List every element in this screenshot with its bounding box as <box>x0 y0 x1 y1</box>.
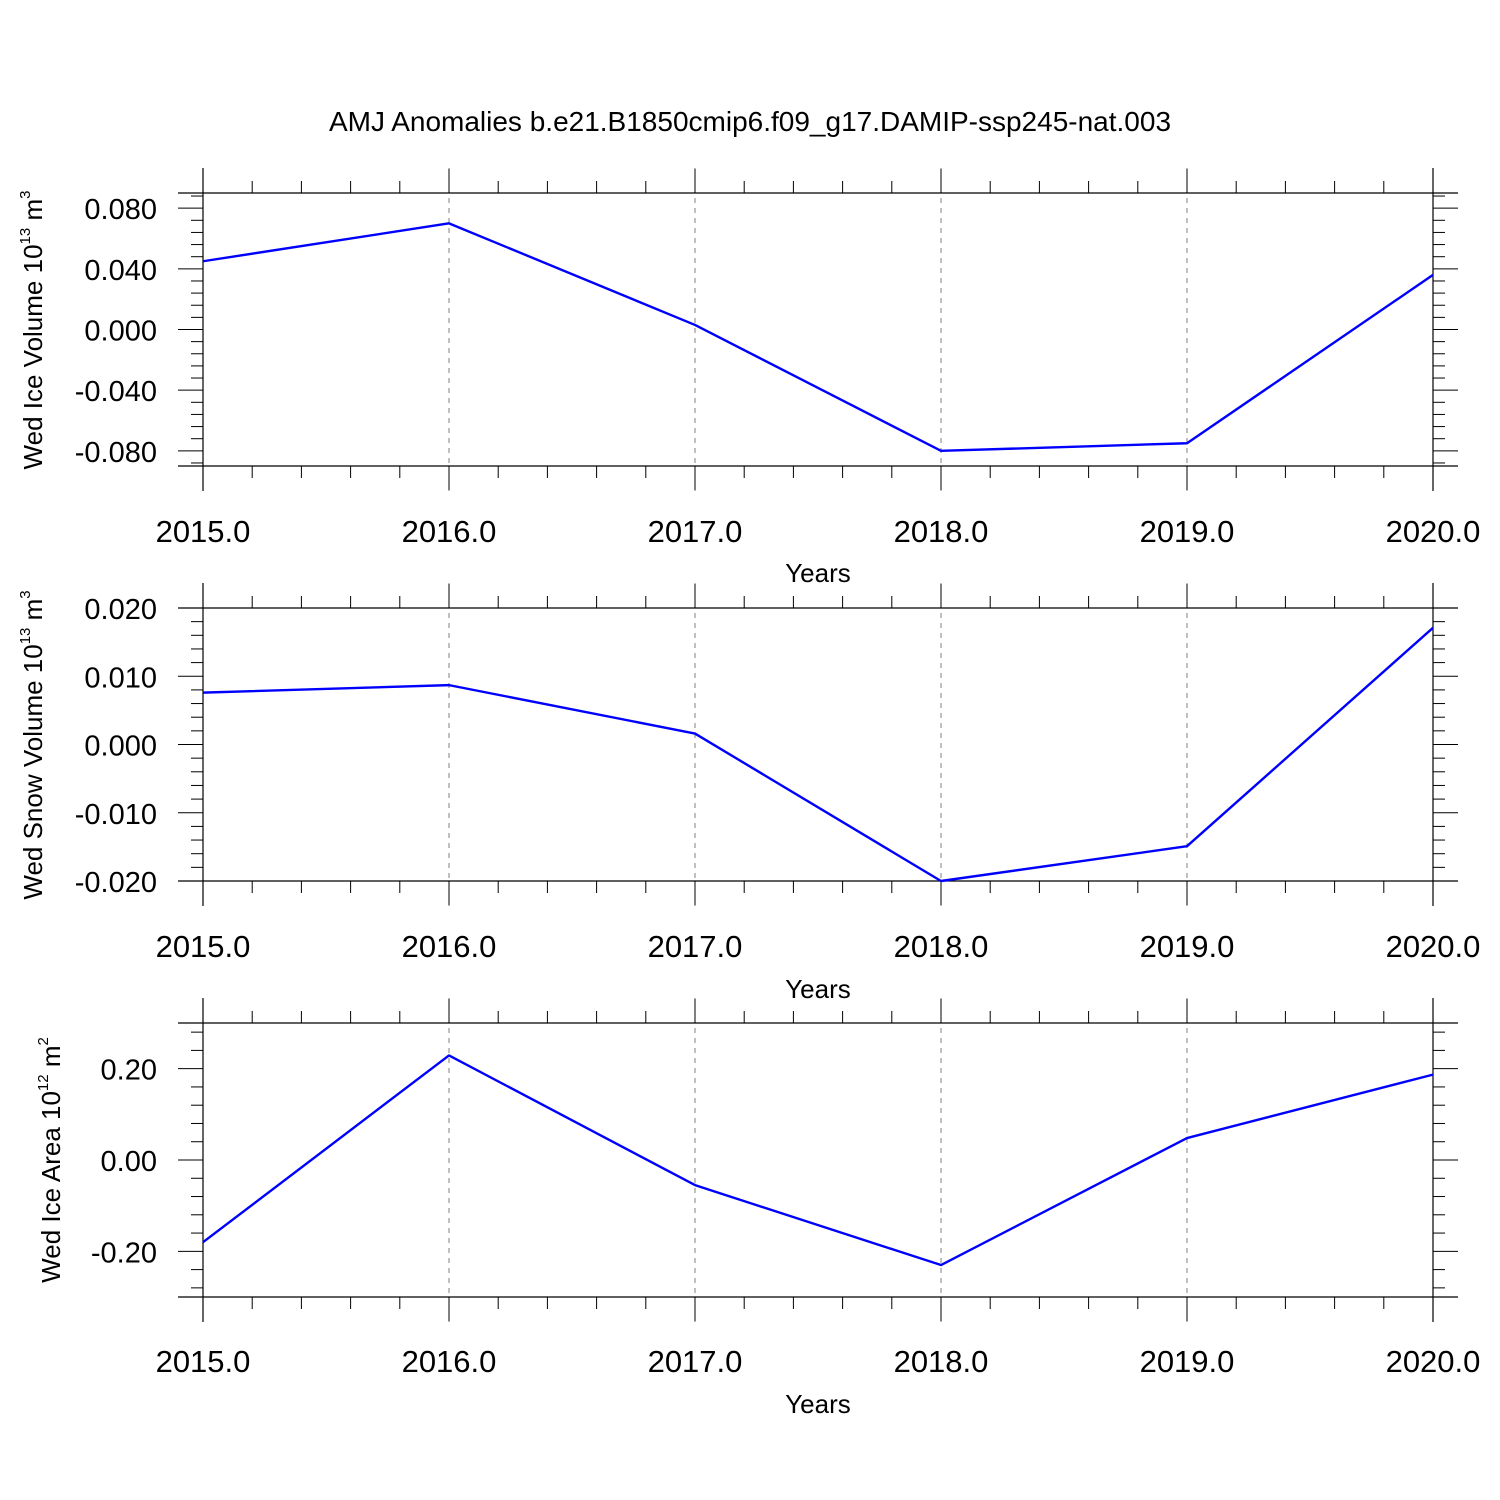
y-tick-label: -0.040 <box>75 376 157 408</box>
x-tick-label: 2018.0 <box>894 514 989 549</box>
x-tick-label: 2019.0 <box>1140 929 1235 964</box>
x-tick-label: 2015.0 <box>156 1344 251 1379</box>
x-tick-label: 2017.0 <box>648 929 743 964</box>
y-tick-label: 0.010 <box>84 662 157 694</box>
x-tick-label: 2017.0 <box>648 1344 743 1379</box>
y-tick-label: -0.080 <box>75 437 157 469</box>
panel-2: 0.020 0.010 0.000 -0.010 -0.020 2015.0 2016.0 2… <box>17 583 1480 1004</box>
x-tick-label: 2015.0 <box>156 514 251 549</box>
y-tick-label: 0.20 <box>101 1055 157 1087</box>
y-tick-label: 0.000 <box>84 731 157 763</box>
x-tick-label: 2016.0 <box>402 929 497 964</box>
y-tick-label: -0.20 <box>91 1237 157 1269</box>
x-tick-label: 2020.0 <box>1386 1344 1481 1379</box>
x-axis-label: Years <box>785 558 851 588</box>
y-tick-label: 0.00 <box>101 1146 157 1178</box>
y-axis-label: Wed Ice Area 1012 m2 <box>35 1037 66 1283</box>
x-tick-label: 2019.0 <box>1140 1344 1235 1379</box>
y-tick-label: 0.040 <box>84 255 157 287</box>
x-tick-label: 2020.0 <box>1386 514 1481 549</box>
y-axis-label: Wed Snow Volume 1013 m3 <box>17 590 48 899</box>
y-tick-label: 0.000 <box>84 316 157 348</box>
chart-title: AMJ Anomalies b.e21.B1850cmip6.f09_g17.D… <box>329 106 1171 137</box>
series-line <box>202 1054 1434 1267</box>
x-tick-label: 2019.0 <box>1140 514 1235 549</box>
y-tick-label: 0.020 <box>84 594 157 626</box>
x-axis-label: Years <box>785 974 851 1004</box>
series-line <box>202 222 1434 453</box>
x-tick-label: 2016.0 <box>402 1344 497 1379</box>
y-tick-label: -0.020 <box>75 867 157 899</box>
y-axis-label: Wed Ice Volume 1013 m3 <box>17 191 48 470</box>
panel-1: 0.080 0.040 0.000 -0.040 -0.080 2015.0 2016.0 2… <box>17 168 1480 588</box>
x-tick-label: 2018.0 <box>894 929 989 964</box>
x-tick-label: 2020.0 <box>1386 929 1481 964</box>
series-line <box>202 626 1434 883</box>
x-tick-label: 2018.0 <box>894 1344 989 1379</box>
x-tick-label: 2015.0 <box>156 929 251 964</box>
x-axis-label: Years <box>785 1389 851 1419</box>
panel-3: 0.20 0.00 -0.20 2015.0 2016.0 2017.0 2018.0 201… <box>35 998 1480 1419</box>
y-tick-label: -0.010 <box>75 799 157 831</box>
x-tick-label: 2016.0 <box>402 514 497 549</box>
y-tick-label: 0.080 <box>84 194 157 226</box>
x-tick-label: 2017.0 <box>648 514 743 549</box>
